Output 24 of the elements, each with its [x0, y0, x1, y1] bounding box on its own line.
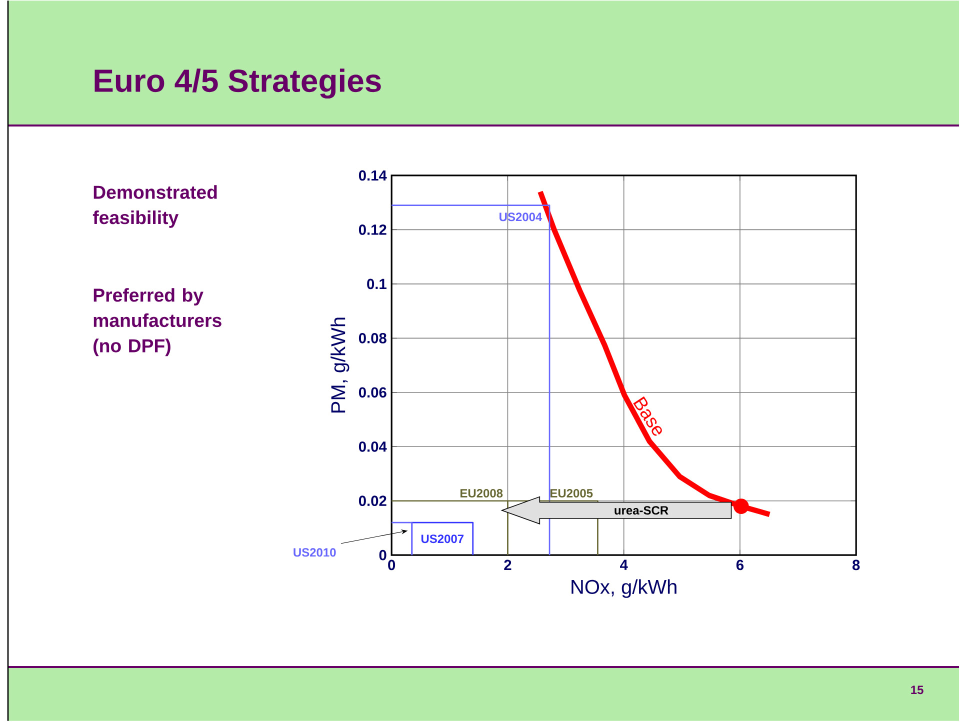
- y-tick-label: 0.12: [358, 224, 386, 236]
- y-tick-label: 0.06: [358, 387, 386, 398]
- y-tick-label: 0.08: [358, 333, 386, 344]
- x-tick-label: 4: [620, 560, 628, 570]
- text: Demonstrated feasibility: [92, 185, 217, 228]
- x-axis-title: NOx, g/kWh: [572, 580, 676, 598]
- y-tick-label: 0: [379, 550, 386, 560]
- series-label: EU2005: [550, 489, 593, 498]
- text: 15: [911, 686, 924, 694]
- series-label: US2007: [421, 534, 464, 544]
- y-tick-label: 0.02: [358, 496, 386, 506]
- x-tick-label: 2: [504, 560, 512, 570]
- x-tick-label: 6: [736, 560, 744, 570]
- annotation: urea-SCR: [614, 506, 668, 515]
- text: Preferred by manufacturers (no DPF): [94, 288, 222, 356]
- x-tick-label: 8: [852, 560, 860, 570]
- y-tick-label: 0.1: [367, 278, 386, 290]
- y-tick-label: 0.14: [358, 170, 387, 181]
- y-tick-label: 0.04: [358, 442, 387, 452]
- text: US2010: [294, 548, 336, 557]
- chart-title: Euro 4/5 Strategies: [94, 68, 381, 99]
- series-label: EU2008: [460, 489, 503, 498]
- y-axis-title: PM, g/kWh: [330, 318, 350, 413]
- x-tick-label: 0: [388, 560, 396, 570]
